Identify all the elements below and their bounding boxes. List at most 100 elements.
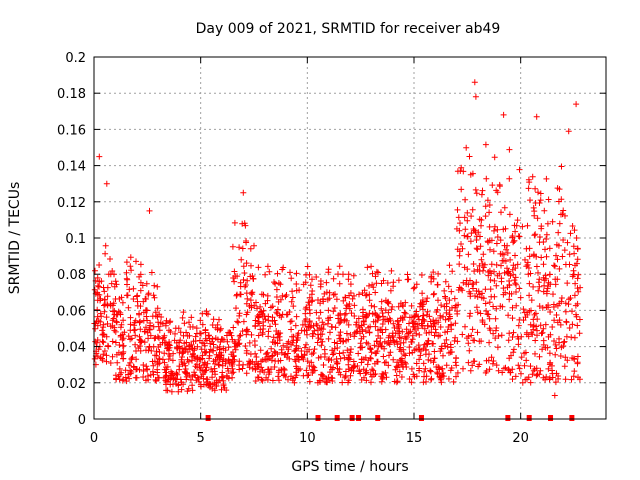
data-point bbox=[461, 214, 468, 221]
data-point bbox=[571, 356, 578, 363]
data-point bbox=[535, 189, 541, 196]
data-point bbox=[107, 323, 114, 330]
data-point bbox=[395, 323, 402, 330]
data-point bbox=[355, 350, 362, 357]
data-point bbox=[515, 341, 522, 348]
data-point bbox=[435, 319, 442, 326]
data-point bbox=[96, 262, 103, 268]
data-point bbox=[293, 345, 300, 352]
data-point bbox=[262, 271, 269, 278]
data-point bbox=[103, 358, 110, 365]
data-point bbox=[528, 329, 535, 336]
data-point bbox=[356, 291, 362, 298]
data-point bbox=[378, 298, 385, 305]
data-point bbox=[112, 278, 119, 285]
data-point bbox=[251, 361, 258, 368]
data-point bbox=[541, 282, 548, 289]
data-point bbox=[113, 319, 120, 326]
data-point bbox=[355, 315, 362, 322]
data-point bbox=[199, 355, 206, 362]
data-point bbox=[543, 288, 550, 295]
data-point bbox=[563, 319, 570, 326]
data-point bbox=[304, 358, 311, 365]
data-point bbox=[352, 362, 358, 369]
data-point bbox=[130, 285, 137, 292]
data-point bbox=[236, 362, 243, 369]
data-point bbox=[390, 320, 397, 327]
data-point bbox=[425, 337, 432, 344]
data-point bbox=[532, 337, 539, 344]
data-point bbox=[435, 363, 442, 370]
data-point bbox=[146, 207, 153, 214]
data-point bbox=[331, 305, 338, 311]
data-point bbox=[409, 332, 416, 339]
data-point bbox=[540, 325, 547, 332]
data-point bbox=[256, 320, 263, 327]
data-point bbox=[329, 351, 336, 358]
data-point bbox=[175, 388, 182, 395]
data-point bbox=[156, 349, 163, 355]
data-point bbox=[443, 362, 450, 369]
data-point bbox=[390, 356, 397, 363]
data-point bbox=[172, 371, 178, 378]
data-point bbox=[512, 228, 519, 235]
data-point bbox=[477, 310, 484, 317]
data-point bbox=[460, 279, 467, 286]
data-point bbox=[164, 387, 171, 394]
data-point bbox=[448, 365, 455, 371]
data-point bbox=[509, 315, 516, 322]
data-point bbox=[543, 253, 550, 260]
data-point bbox=[242, 343, 249, 349]
data-point bbox=[94, 282, 101, 289]
data-point bbox=[572, 280, 579, 287]
data-point bbox=[469, 206, 476, 213]
data-point bbox=[340, 337, 347, 344]
data-point bbox=[351, 333, 358, 340]
data-point bbox=[491, 293, 498, 300]
data-point bbox=[198, 373, 205, 380]
data-point bbox=[545, 279, 552, 286]
data-point bbox=[272, 349, 279, 356]
y-tick-label: 0.08 bbox=[57, 268, 86, 283]
data-point bbox=[566, 251, 573, 258]
data-point bbox=[482, 286, 489, 293]
data-point bbox=[329, 375, 336, 382]
data-point bbox=[191, 369, 198, 376]
data-point bbox=[116, 365, 123, 372]
data-point bbox=[140, 309, 147, 316]
data-point bbox=[189, 382, 196, 389]
data-point bbox=[103, 314, 110, 321]
data-point bbox=[408, 365, 415, 372]
data-point bbox=[499, 369, 506, 376]
data-point bbox=[533, 263, 540, 270]
data-point bbox=[224, 365, 231, 372]
data-point bbox=[111, 307, 118, 314]
data-point bbox=[239, 245, 246, 252]
data-point bbox=[353, 321, 359, 328]
data-point bbox=[350, 272, 357, 279]
data-point bbox=[373, 268, 380, 275]
data-point bbox=[272, 280, 279, 287]
data-point bbox=[94, 322, 101, 329]
data-point bbox=[512, 373, 519, 380]
data-point bbox=[298, 327, 305, 334]
gap-marker bbox=[569, 415, 575, 421]
data-point bbox=[236, 333, 243, 339]
data-point bbox=[476, 262, 483, 269]
data-point bbox=[289, 333, 295, 340]
data-point bbox=[394, 378, 401, 385]
data-point bbox=[128, 335, 135, 342]
data-point bbox=[350, 358, 357, 365]
data-point bbox=[394, 364, 401, 371]
data-point bbox=[527, 197, 533, 204]
data-point bbox=[101, 288, 108, 295]
gap-marker bbox=[375, 415, 381, 421]
data-point bbox=[470, 261, 477, 267]
data-point bbox=[345, 377, 352, 384]
data-point bbox=[216, 362, 223, 369]
data-point bbox=[507, 369, 514, 376]
data-point bbox=[384, 280, 391, 286]
data-point bbox=[147, 372, 154, 378]
data-point bbox=[144, 373, 151, 379]
data-point bbox=[551, 317, 558, 324]
